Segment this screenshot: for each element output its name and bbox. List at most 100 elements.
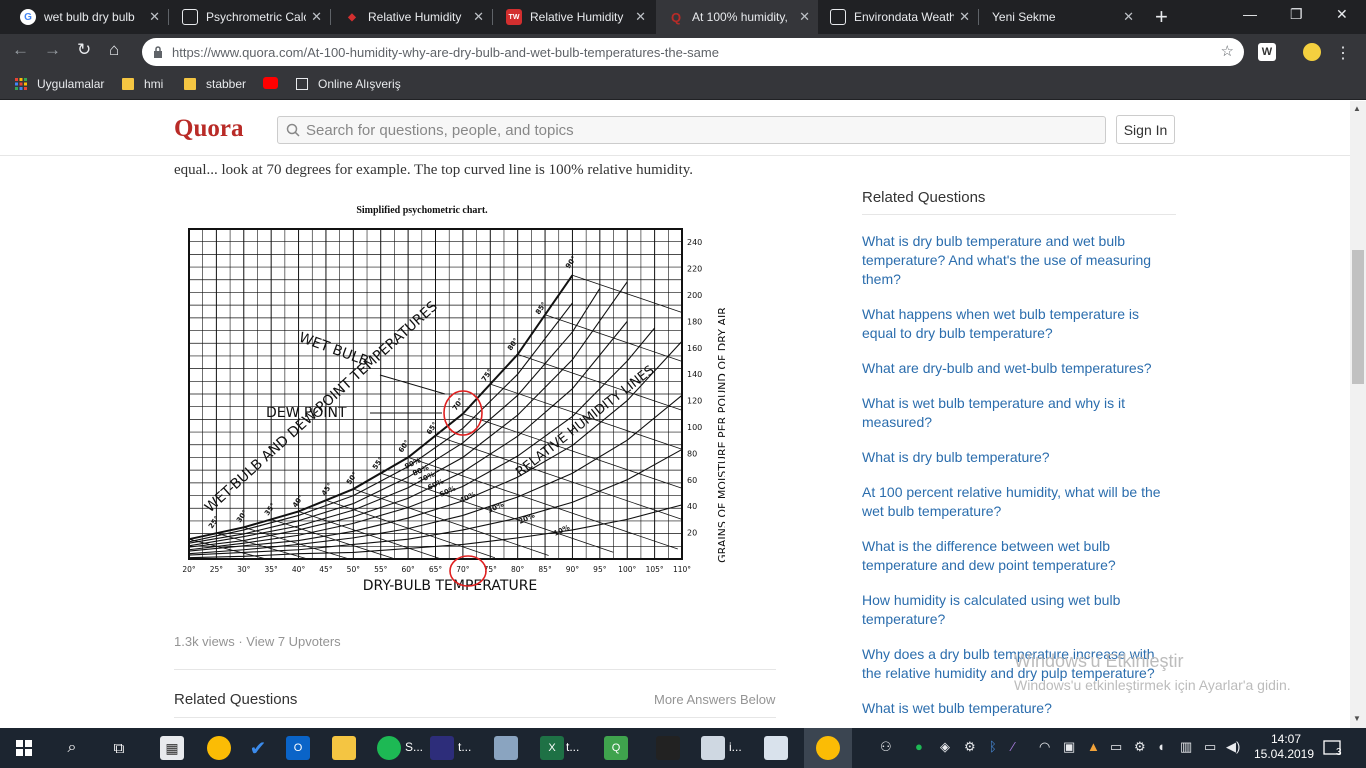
- minimize-icon[interactable]: —: [1243, 6, 1257, 22]
- psychrometric-chart: Simplified psychometric chart. 20° 25° 30°…: [182, 205, 725, 594]
- web-page: equal... look at 70 degrees for example.…: [0, 101, 1350, 728]
- related-question-link[interactable]: What is wet bulb temperature?: [862, 700, 1052, 716]
- close-icon[interactable]: ✕: [1123, 9, 1134, 24]
- app-icon[interactable]: [430, 736, 454, 760]
- x-tick-label: 55°: [374, 565, 388, 574]
- close-icon[interactable]: ✕: [149, 9, 160, 24]
- battery-icon[interactable]: ▭: [1204, 739, 1217, 754]
- task-view-icon[interactable]: ⧉: [113, 739, 125, 757]
- tab-0[interactable]: G wet bulb dry bulb ✕: [8, 0, 168, 34]
- checkmark-app-icon[interactable]: ✔: [249, 737, 267, 760]
- chrome-active-icon[interactable]: [816, 736, 840, 760]
- wifi-icon[interactable]: ◠: [1039, 739, 1051, 754]
- tab-6[interactable]: Yeni Sekme ✕: [980, 0, 1142, 34]
- chrome-icon[interactable]: [207, 736, 231, 760]
- tab-3[interactable]: TW Relative Humidity ✕: [494, 0, 654, 34]
- related-question-link[interactable]: At 100 percent relative humidity, what w…: [862, 484, 1161, 519]
- close-window-icon[interactable]: ✕: [1336, 6, 1348, 22]
- forward-icon[interactable]: →: [44, 40, 61, 59]
- related-question-link[interactable]: What is dry bulb temperature and wet bul…: [862, 233, 1152, 287]
- quora-logo[interactable]: Quora: [174, 115, 244, 142]
- clock-time[interactable]: 14:07: [1270, 732, 1302, 746]
- new-tab-button[interactable]: +: [1155, 4, 1168, 29]
- wet-bulb-line: [353, 488, 549, 556]
- tab-1[interactable]: Psychrometric Calc ✕: [170, 0, 330, 34]
- bluetooth-icon[interactable]: ᛒ: [989, 739, 997, 754]
- app-tray-icon[interactable]: ◈: [940, 739, 950, 754]
- close-icon[interactable]: ✕: [635, 9, 646, 24]
- address-bar[interactable]: https://www.quora.com/At-100-humidity-wh…: [142, 38, 1244, 66]
- office-icon[interactable]: ▲: [1087, 739, 1100, 754]
- keyboard-icon[interactable]: ▥: [1180, 739, 1193, 754]
- home-icon[interactable]: ⌂: [109, 40, 120, 59]
- page-scrollbar[interactable]: [1350, 101, 1366, 728]
- qlik-icon[interactable]: Q: [604, 736, 628, 760]
- related-question-link[interactable]: What happens when wet bulb temperature i…: [862, 306, 1140, 341]
- scroll-up-icon[interactable]: ▲: [1353, 104, 1361, 113]
- speaker-icon[interactable]: ◀): [1226, 739, 1241, 754]
- lock-icon: [154, 46, 162, 58]
- search-input[interactable]: Search for questions, people, and topics: [277, 116, 1106, 144]
- close-icon[interactable]: ✕: [473, 9, 484, 24]
- related-question-link[interactable]: What are dry-bulb and wet-bulb temperatu…: [862, 360, 1152, 376]
- reload-icon[interactable]: ↻: [77, 40, 92, 59]
- spotify-tray-icon[interactable]: ●: [915, 739, 923, 754]
- calculator-icon[interactable]: ▦: [160, 736, 184, 760]
- bookmark-apps[interactable]: Uygulamalar: [15, 77, 104, 91]
- tab-5[interactable]: Environdata Weath ✕: [818, 0, 978, 34]
- image-viewer-icon[interactable]: [764, 736, 788, 760]
- scrollbar-thumb[interactable]: [1352, 250, 1364, 384]
- restore-icon[interactable]: ❐: [1290, 6, 1303, 22]
- bookmark-online[interactable]: Online Alışveriş: [296, 77, 401, 91]
- menu-dots-icon[interactable]: ⋮: [1335, 45, 1351, 62]
- profile-avatar-icon[interactable]: [1303, 43, 1321, 61]
- document-icon[interactable]: [701, 736, 725, 760]
- close-icon[interactable]: ✕: [311, 9, 322, 24]
- search-icon[interactable]: ⌕: [67, 739, 77, 756]
- upvoters-link[interactable]: View 7 Upvoters: [246, 634, 341, 649]
- outlook-icon[interactable]: O: [286, 736, 310, 760]
- related-question-link[interactable]: How humidity is calculated using wet bul…: [862, 592, 1121, 627]
- network-share-icon[interactable]: ⚙: [964, 739, 976, 754]
- bookmark-youtube[interactable]: [263, 77, 288, 89]
- display-icon[interactable]: ▭: [1110, 739, 1123, 754]
- terminal-icon[interactable]: [656, 736, 680, 760]
- people-icon[interactable]: ⚇: [880, 739, 892, 754]
- x-tick-label: 40°: [292, 565, 306, 574]
- related-question-link[interactable]: What is wet bulb temperature and why is …: [862, 395, 1126, 430]
- taskbar-label: t...: [566, 740, 580, 754]
- apps-grid-icon: [15, 78, 27, 90]
- related-question-link[interactable]: What is the difference between wet bulb …: [862, 538, 1116, 573]
- security-icon[interactable]: ▣: [1063, 739, 1076, 754]
- divider: [174, 717, 776, 718]
- clock-date[interactable]: 15.04.2019: [1253, 747, 1315, 761]
- close-icon[interactable]: ✕: [959, 9, 970, 24]
- tab-4-active[interactable]: Q At 100% humidity, ✕: [656, 0, 818, 34]
- back-icon[interactable]: ←: [12, 40, 29, 59]
- x-tick-label: 110°: [673, 565, 691, 574]
- settings-icon[interactable]: ⚙: [1134, 739, 1146, 754]
- notepad-icon[interactable]: [494, 736, 518, 760]
- notification-icon[interactable]: [1322, 738, 1342, 758]
- scroll-down-icon[interactable]: ▼: [1353, 714, 1361, 723]
- bookmark-star-icon[interactable]: ☆: [1220, 43, 1234, 60]
- page-icon: [296, 78, 308, 90]
- feather-icon[interactable]: ⁄: [1012, 739, 1015, 754]
- bookmark-stabber[interactable]: stabber: [184, 77, 246, 91]
- search-placeholder: Search for questions, people, and topics: [306, 121, 574, 139]
- sign-in-button[interactable]: Sign In: [1116, 115, 1175, 144]
- volume-icon[interactable]: ◖: [1157, 739, 1165, 754]
- excel-icon[interactable]: X: [540, 736, 564, 760]
- file-explorer-icon[interactable]: [332, 736, 356, 760]
- related-question-link[interactable]: What is dry bulb temperature?: [862, 449, 1050, 465]
- extension-w-icon[interactable]: W: [1258, 43, 1276, 61]
- rh-curve-100pct: [188, 274, 574, 541]
- windows-start-icon[interactable]: [12, 736, 36, 760]
- tab-2[interactable]: ◆ Relative Humidity ✕: [332, 0, 492, 34]
- bookmark-hmi[interactable]: hmi: [122, 77, 163, 91]
- spotify-icon[interactable]: [377, 736, 401, 760]
- related-question-link[interactable]: Why does a dry bulb temperature increase…: [862, 646, 1155, 681]
- rh-curve-90pct: [188, 302, 573, 543]
- wet-bulb-line: [271, 519, 396, 560]
- close-icon[interactable]: ✕: [799, 9, 810, 24]
